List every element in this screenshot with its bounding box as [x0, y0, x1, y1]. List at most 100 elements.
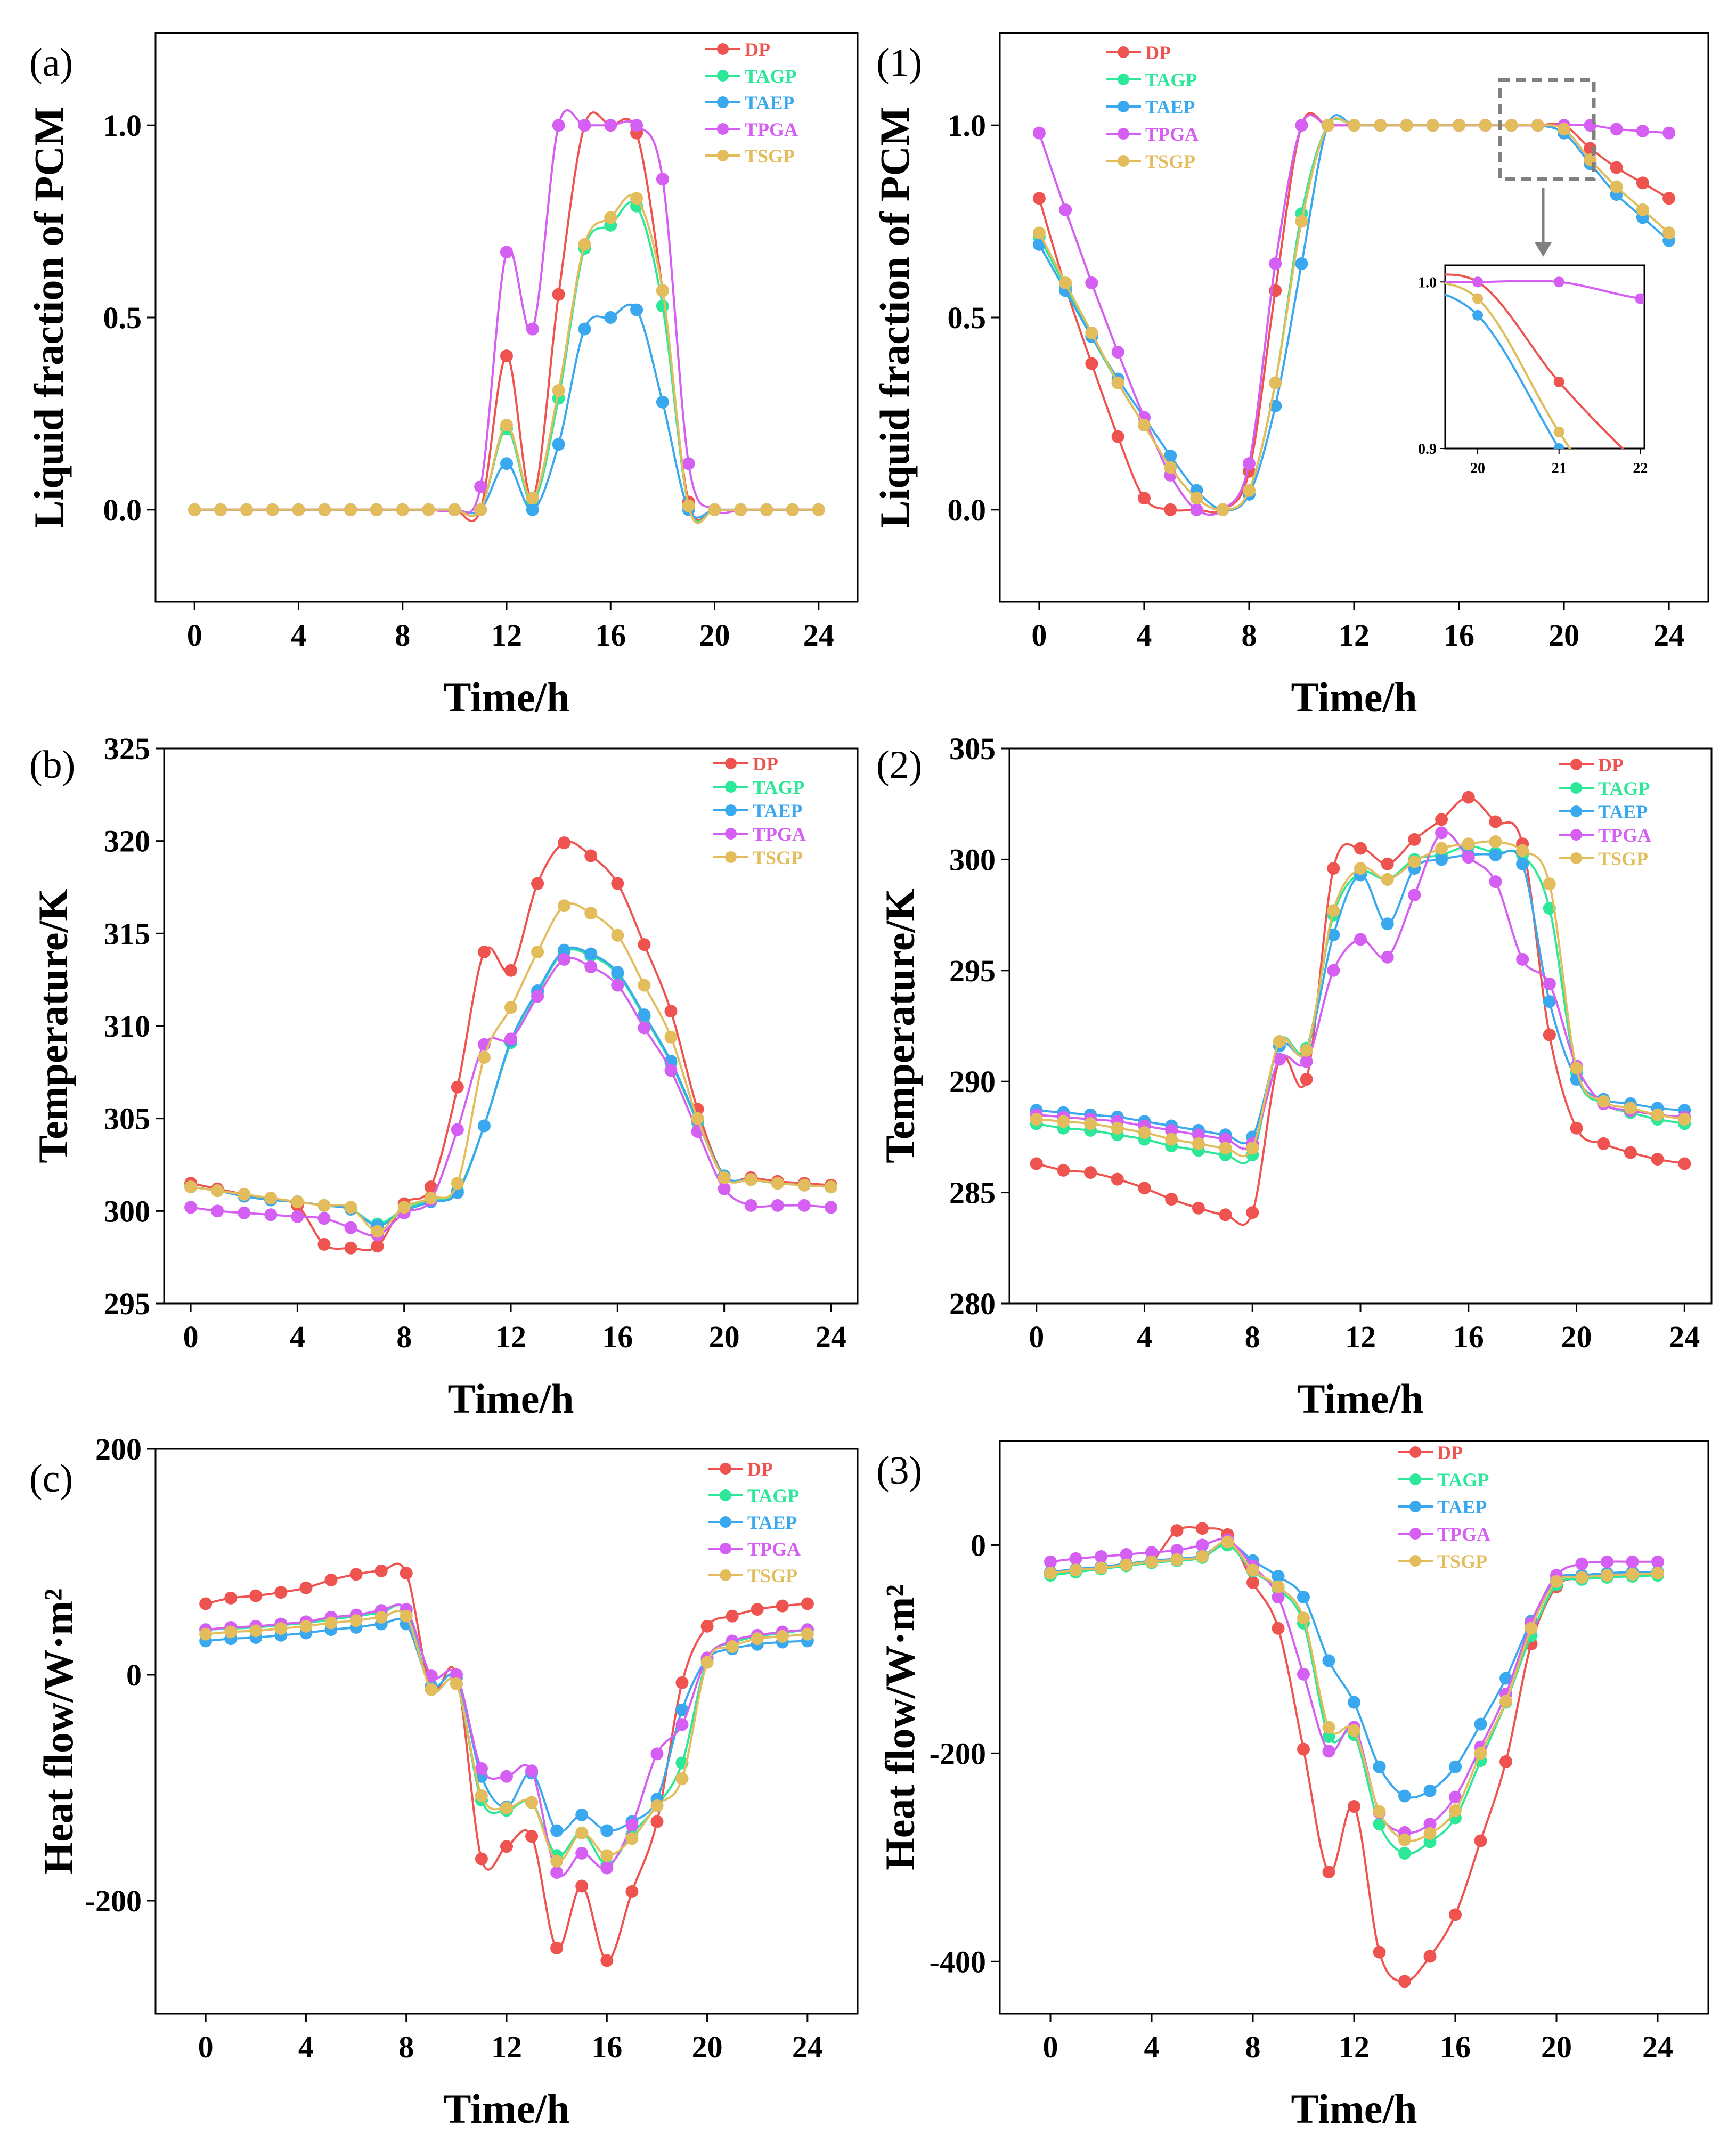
data-point-TSGP [1295, 215, 1308, 228]
legend-label-TAGP: TAGP [753, 777, 804, 798]
x-tick-label: 24 [1642, 2030, 1673, 2064]
inset-data-point-DP [1553, 376, 1564, 387]
data-point-TSGP [184, 1180, 198, 1194]
series-line-TPGA [194, 109, 819, 515]
data-point-TAEP [656, 395, 669, 409]
data-point-TSGP [199, 1627, 213, 1641]
x-tick-label: 12 [1339, 618, 1370, 653]
data-point-TPGA [1610, 123, 1623, 136]
data-point-TPGA [500, 1770, 513, 1783]
data-point-TSGP [1164, 461, 1177, 474]
x-tick-label: 12 [495, 1320, 526, 1354]
data-point-TSGP [1453, 119, 1466, 132]
legend-marker-TAGP [720, 1489, 731, 1501]
data-point-DP [1636, 176, 1649, 190]
data-point-TSGP [584, 907, 598, 920]
data-point-TSGP [611, 929, 624, 942]
legend-marker-DP [1118, 46, 1129, 58]
x-tick-label: 0 [183, 1320, 199, 1354]
data-point-TSGP [1435, 842, 1448, 855]
data-point-DP [1408, 833, 1421, 846]
data-point-TPGA [1489, 875, 1502, 889]
series-line-TSGP [205, 1609, 808, 1863]
data-point-TAEP [1164, 449, 1177, 462]
data-point-DP [400, 1567, 413, 1580]
data-point-TPGA [1449, 1790, 1462, 1804]
data-point-DP [1192, 1201, 1205, 1215]
data-point-TSGP [264, 1192, 278, 1205]
data-point-TPGA [625, 1818, 639, 1831]
x-tick-label: 0 [1031, 618, 1047, 653]
legend-marker-TAGP [1118, 74, 1129, 85]
inset-x-tick-label: 21 [1552, 460, 1567, 477]
x-tick-label: 20 [1541, 2030, 1572, 2064]
data-point-DP [424, 1180, 437, 1194]
data-point-TSGP [344, 503, 357, 516]
data-point-TSGP [344, 1201, 357, 1214]
inset-data-point-TPGA [1635, 293, 1644, 304]
data-point-TPGA [317, 1212, 331, 1225]
data-point-TAEP [1327, 929, 1340, 942]
data-point-DP [751, 1603, 764, 1616]
data-point-DP [1246, 1206, 1259, 1219]
data-point-DP [600, 1954, 614, 1967]
data-point-TAGP [656, 299, 669, 313]
data-point-TSGP [266, 503, 279, 516]
data-point-DP [575, 1879, 589, 1893]
data-point-TSGP [638, 979, 651, 992]
data-point-TSGP [1423, 1827, 1437, 1840]
data-point-DP [1196, 1522, 1209, 1535]
data-point-TSGP [1044, 1567, 1057, 1580]
data-point-DP [1662, 192, 1676, 205]
inset-data-point-TAEP [1716, 677, 1727, 687]
data-point-TPGA [1190, 503, 1203, 516]
data-point-TSGP [1543, 877, 1556, 891]
data-point-TSGP [600, 1849, 614, 1862]
legend-label-DP: DP [747, 1459, 773, 1480]
data-point-TSGP [1032, 226, 1046, 240]
data-point-DP [1030, 1157, 1043, 1170]
panel-b: 0 4 8 12 16 20 24 295 300 305 310 315 320 325 Time/h Te… [29, 731, 859, 1422]
y-tick-label: 320 [104, 824, 150, 859]
x-tick-label: 8 [396, 1320, 412, 1354]
data-point-TSGP [249, 1624, 263, 1638]
data-point-TAEP [1474, 1717, 1487, 1731]
panel-label: (3) [876, 1449, 922, 1493]
data-point-TSGP [744, 1173, 757, 1186]
series-group [188, 109, 825, 524]
data-point-DP [1297, 1742, 1310, 1756]
y-tick-label: 0.0 [103, 493, 142, 527]
data-point-TSGP [1030, 1113, 1043, 1126]
data-point-TPGA [1354, 933, 1367, 946]
data-point-TSGP [1381, 873, 1394, 886]
y-tick-label: 310 [104, 1009, 150, 1044]
legend-marker-TSGP [725, 851, 737, 863]
x-tick-label: 0 [198, 2030, 214, 2064]
data-point-DP [1610, 161, 1623, 174]
data-point-TAEP [1423, 1784, 1437, 1797]
data-point-TSGP [1479, 119, 1492, 132]
legend-marker-TAEP [1118, 101, 1129, 112]
data-point-TAEP [1272, 1570, 1285, 1583]
data-point-DP [675, 1676, 689, 1689]
x-axis-label: Time/h [444, 674, 570, 720]
data-point-TPGA [1196, 1538, 1209, 1552]
panel-label: (b) [29, 743, 75, 787]
data-point-TPGA [525, 1764, 539, 1778]
y-tick-label: 0.5 [103, 300, 142, 335]
data-point-TAEP [1398, 1789, 1411, 1803]
data-point-TSGP [751, 1632, 764, 1646]
legend-label-TSGP: TSGP [747, 1565, 797, 1586]
data-point-DP [1219, 1208, 1232, 1221]
data-point-TPGA [650, 1747, 664, 1761]
series-line-TPGA [1050, 1538, 1658, 1834]
data-point-TSGP [1084, 1117, 1097, 1130]
legend-marker-TAEP [717, 96, 729, 108]
data-point-TPGA [1044, 1555, 1057, 1568]
data-point-TAEP [675, 1703, 689, 1716]
data-point-DP [504, 964, 517, 977]
inset-data-point-DP [1391, 276, 1401, 287]
panel-label: (2) [876, 743, 922, 787]
data-point-TAEP [1516, 857, 1529, 870]
data-point-TPGA [500, 246, 513, 259]
